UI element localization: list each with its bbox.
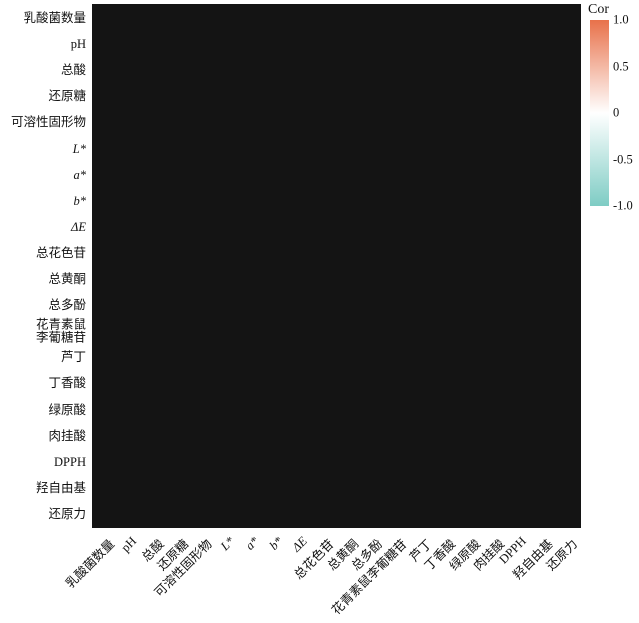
- column-label: a*: [242, 534, 261, 553]
- row-label: ΔE: [71, 219, 86, 234]
- row-label: 绿原酸: [48, 402, 86, 417]
- row-label: 芦丁: [60, 350, 86, 365]
- column-label: L*: [217, 534, 237, 554]
- correlation-matrix-grid: 0.630.730.670.600.750.360.300.600.430.46…: [92, 4, 581, 528]
- row-label: 丁香酸: [48, 376, 86, 391]
- row-label: 乳酸菌数量: [23, 10, 86, 25]
- legend-tick-1.0: 1.0: [613, 12, 629, 27]
- row-label: 总多酚: [48, 297, 86, 312]
- legend-colorbar: [590, 20, 609, 206]
- row-label: b*: [73, 193, 87, 208]
- row-label: 总黄酮: [48, 271, 86, 286]
- legend-tick-0: 0: [613, 105, 620, 120]
- column-label: 乳酸菌数量: [63, 536, 118, 591]
- column-label: b*: [266, 534, 286, 553]
- legend-tick-0.5: 0.5: [613, 59, 629, 73]
- row-label: 总花色苷: [35, 245, 86, 260]
- row-label: pH: [70, 36, 86, 51]
- row-label: DPPH: [54, 454, 86, 469]
- row-label: 肉挂酸: [48, 428, 86, 443]
- legend-tick--1.0: -1.0: [613, 198, 633, 213]
- row-label: 羟自由基: [35, 480, 86, 495]
- row-label: 可溶性固形物: [10, 115, 86, 130]
- row-label: 还原力: [48, 506, 86, 521]
- row-label: 总酸: [60, 62, 86, 77]
- legend-tick--0.5: -0.5: [613, 152, 633, 166]
- row-label: L*: [72, 141, 86, 156]
- row-label: a*: [73, 167, 87, 182]
- legend-title: Cor: [588, 2, 609, 17]
- color-legend: Cor 1.0 0.5 0 -0.5 -1.0: [585, 0, 639, 220]
- row-label: 花青素鼠 李葡糖苷: [35, 317, 86, 345]
- row-label: 还原糖: [48, 89, 86, 104]
